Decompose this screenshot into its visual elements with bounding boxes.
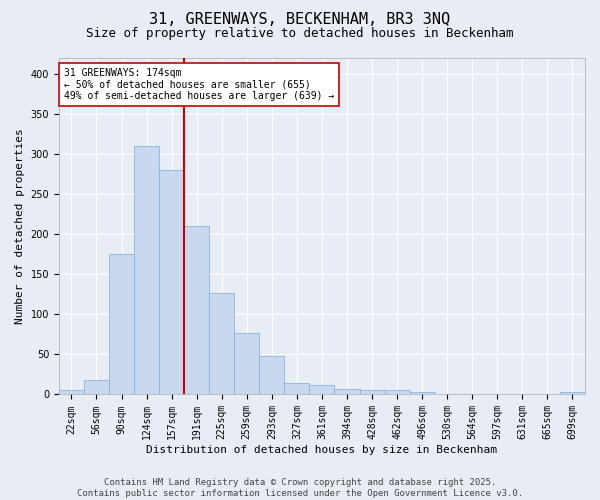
Bar [59,390,84,394]
Bar [234,332,259,394]
Bar [410,392,434,394]
Text: Size of property relative to detached houses in Beckenham: Size of property relative to detached ho… [86,28,514,40]
Bar [359,390,385,394]
Bar [284,383,310,394]
Text: Contains HM Land Registry data © Crown copyright and database right 2025.
Contai: Contains HM Land Registry data © Crown c… [77,478,523,498]
Bar [560,392,585,394]
X-axis label: Distribution of detached houses by size in Beckenham: Distribution of detached houses by size … [146,445,497,455]
Bar [109,254,134,394]
Bar [84,380,109,394]
Text: 31 GREENWAYS: 174sqm
← 50% of detached houses are smaller (655)
49% of semi-deta: 31 GREENWAYS: 174sqm ← 50% of detached h… [64,68,334,101]
Bar [334,389,359,394]
Bar [134,146,159,394]
Bar [310,385,334,394]
Bar [385,390,410,394]
Bar [209,292,234,394]
Y-axis label: Number of detached properties: Number of detached properties [15,128,25,324]
Bar [259,356,284,395]
Bar [184,226,209,394]
Bar [159,170,184,394]
Text: 31, GREENWAYS, BECKENHAM, BR3 3NQ: 31, GREENWAYS, BECKENHAM, BR3 3NQ [149,12,451,28]
